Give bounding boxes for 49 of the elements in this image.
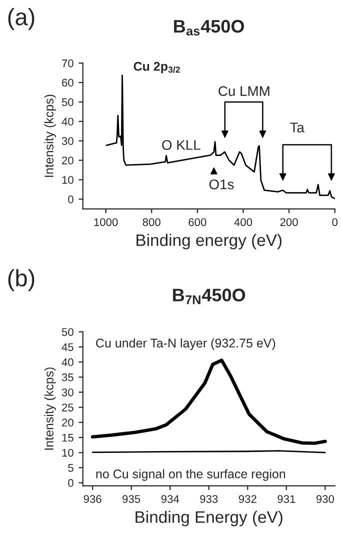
x-tick-label: 933: [200, 495, 218, 503]
chart-title: B$_{as}$450O: [174, 20, 244, 36]
y-tick-label: 30: [62, 137, 74, 145]
y-tick-label: 15: [62, 434, 74, 442]
x-tick-label: 400: [234, 218, 252, 226]
annotation: Cu LMM: [218, 86, 270, 96]
x-tick-label: 934: [161, 495, 180, 503]
x-tick-label: 200: [280, 218, 298, 226]
line-series: [106, 74, 335, 200]
annotation: Ta: [290, 122, 304, 132]
x-tick-label: 931: [278, 495, 296, 503]
y-tick-label: 40: [62, 358, 74, 366]
x-tick-label: 0: [332, 218, 338, 226]
y-tick-label: 20: [62, 418, 74, 427]
annotation: Cu 2p$_{3/2}$: [134, 62, 180, 74]
y-axis-title: Intensity (kcps): [44, 368, 56, 450]
text: (a): [8, 8, 34, 30]
y-tick-label: 10: [62, 176, 74, 184]
annotation: O KLL: [162, 140, 200, 150]
y-tick-label: 20: [62, 156, 74, 164]
y-tick-label: 30: [62, 388, 74, 396]
text: (b): [8, 269, 34, 292]
annotation: Cu under Ta-N layer (932.75 eV): [96, 338, 276, 350]
x-tick-label: 800: [142, 218, 160, 226]
x-tick-label: 600: [188, 218, 206, 226]
y-tick-label: 50: [62, 98, 74, 106]
y-tick-label: 60: [62, 78, 74, 87]
chart-title: B$_{7N}$450O: [173, 288, 246, 304]
x-axis-title: Binding energy (eV): [136, 234, 282, 250]
x-tick-label: 930: [316, 495, 334, 503]
line-series: [90, 358, 327, 445]
y-tick-label: 70: [62, 59, 74, 68]
x-tick-label: 936: [84, 495, 102, 503]
y-tick-label: 35: [62, 373, 74, 382]
annotation: O1s: [209, 179, 234, 190]
y-axis-title: Intensity (kcps): [44, 94, 56, 177]
x-axis-title: Binding Energy (eV): [136, 510, 282, 526]
y-tick-label: 45: [62, 343, 74, 352]
x-tick-label: 935: [122, 495, 140, 503]
y-tick-label: 25: [62, 404, 74, 412]
y-tick-label: 40: [62, 118, 74, 126]
y-tick-label: 50: [62, 328, 74, 336]
x-tick-label: 1000: [94, 218, 118, 226]
x-tick-label: 932: [238, 495, 256, 503]
y-tick-label: 0: [68, 479, 74, 487]
annotation: no Cu signal on the surface region: [96, 469, 286, 481]
y-tick-label: 10: [62, 448, 74, 457]
y-tick-label: 0: [68, 195, 74, 204]
y-tick-label: 5: [68, 464, 74, 472]
